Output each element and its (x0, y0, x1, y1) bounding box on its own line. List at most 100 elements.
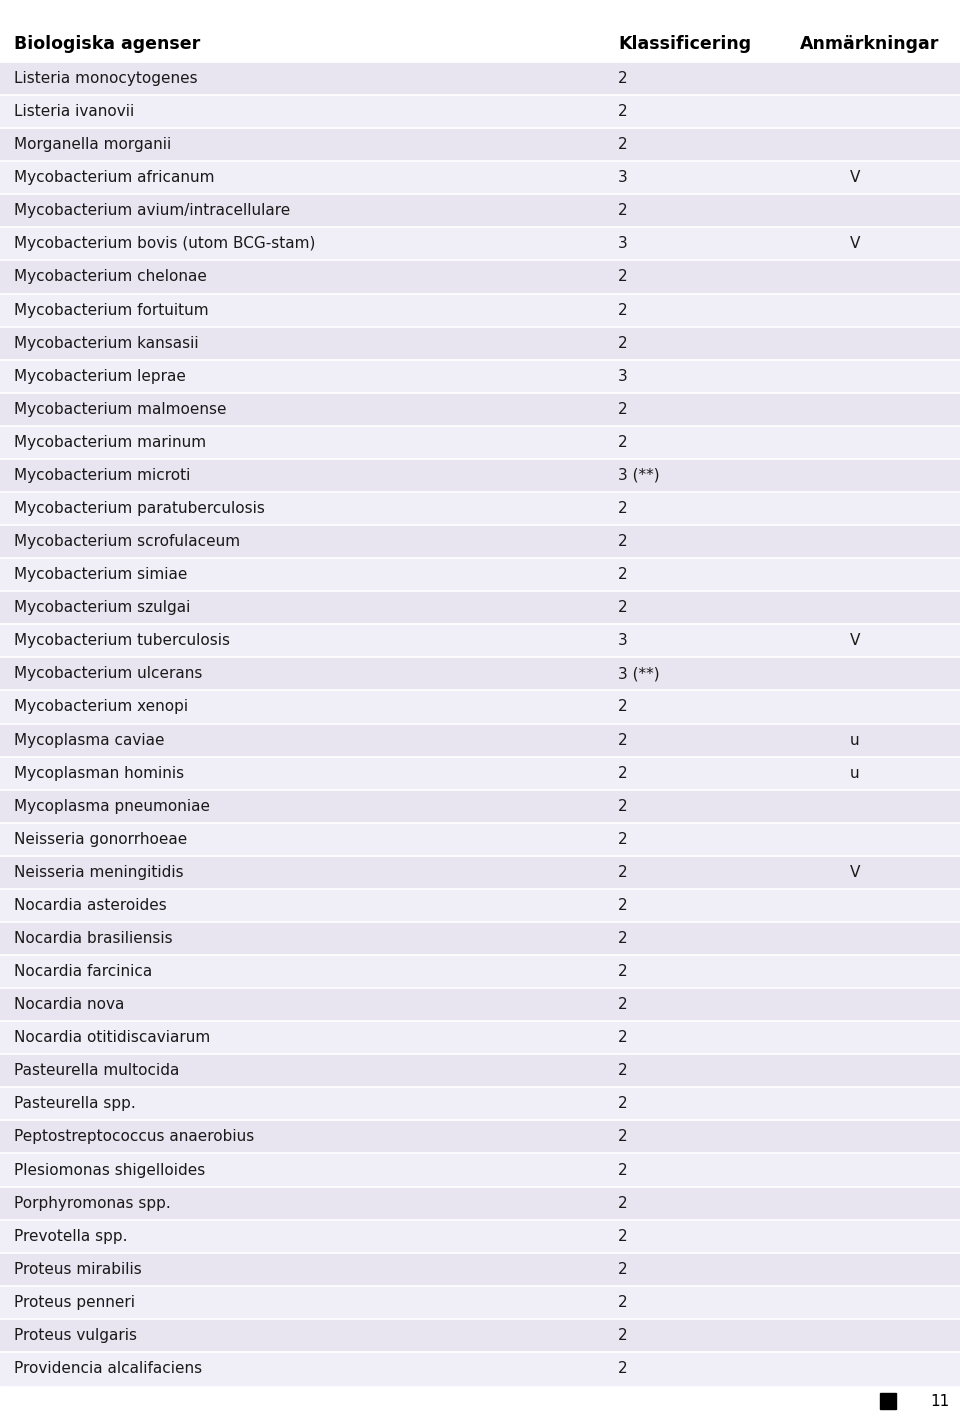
Text: 2: 2 (618, 336, 628, 351)
Text: Mycobacterium africanum: Mycobacterium africanum (14, 170, 214, 185)
Bar (0, 524, 960, 559)
Text: Proteus penneri: Proteus penneri (14, 1295, 135, 1310)
Text: 2: 2 (618, 567, 628, 583)
Text: Mycobacterium malmoense: Mycobacterium malmoense (14, 402, 227, 416)
Text: 2: 2 (618, 700, 628, 714)
Text: 2: 2 (618, 1096, 628, 1112)
Text: Anmärkningar: Anmärkningar (800, 36, 940, 53)
Text: Mycobacterium fortuitum: Mycobacterium fortuitum (14, 302, 208, 318)
Text: V: V (850, 237, 860, 251)
Bar (0, 1153, 960, 1187)
Text: Mycobacterium leprae: Mycobacterium leprae (14, 369, 186, 383)
Bar (0, 889, 960, 922)
Bar (0, 1054, 960, 1087)
Text: Mycobacterium bovis (utom BCG-stam): Mycobacterium bovis (utom BCG-stam) (14, 237, 316, 251)
Text: 3: 3 (618, 237, 628, 251)
Text: 3: 3 (618, 170, 628, 185)
Text: Mycobacterium xenopi: Mycobacterium xenopi (14, 700, 188, 714)
Bar (0, 294, 960, 326)
Text: 2: 2 (618, 765, 628, 781)
Bar (0, 393, 960, 426)
Text: Neisseria meningitidis: Neisseria meningitidis (14, 865, 183, 879)
Bar (0, 691, 960, 724)
Text: 2: 2 (618, 798, 628, 814)
Bar (0, 1220, 960, 1253)
Text: 2: 2 (618, 402, 628, 416)
Text: 2: 2 (618, 1130, 628, 1144)
Bar (0, 492, 960, 524)
Text: 2: 2 (618, 269, 628, 285)
Text: Mycobacterium ulcerans: Mycobacterium ulcerans (14, 667, 203, 681)
Bar (0, 95, 960, 128)
Text: 2: 2 (618, 997, 628, 1012)
Text: Nocardia farcinica: Nocardia farcinica (14, 965, 153, 979)
Text: Plesiomonas shigelloides: Plesiomonas shigelloides (14, 1163, 205, 1177)
Text: Mycobacterium scrofulaceum: Mycobacterium scrofulaceum (14, 534, 240, 549)
Text: 2: 2 (618, 898, 628, 913)
Text: 2: 2 (618, 104, 628, 120)
Text: 3: 3 (618, 633, 628, 648)
Text: Mycobacterium simiae: Mycobacterium simiae (14, 567, 187, 583)
Bar (880, 1394, 896, 1409)
Text: 2: 2 (618, 965, 628, 979)
Text: 2: 2 (618, 302, 628, 318)
Bar (0, 624, 960, 657)
Bar (0, 1285, 960, 1320)
Bar (0, 359, 960, 393)
Text: Peptostreptococcus anaerobius: Peptostreptococcus anaerobius (14, 1130, 254, 1144)
Bar (0, 822, 960, 856)
Bar (0, 161, 960, 194)
Text: 3: 3 (618, 369, 628, 383)
Bar (0, 1022, 960, 1054)
Text: 2: 2 (618, 1030, 628, 1045)
Bar (0, 1087, 960, 1120)
Text: Mycoplasman hominis: Mycoplasman hominis (14, 765, 184, 781)
Text: 2: 2 (618, 732, 628, 748)
Bar (0, 28, 960, 60)
Bar (0, 459, 960, 492)
Text: Biologiska agenser: Biologiska agenser (14, 36, 201, 53)
Text: 2: 2 (618, 435, 628, 450)
Text: Prevotella spp.: Prevotella spp. (14, 1228, 128, 1244)
Text: Listeria ivanovii: Listeria ivanovii (14, 104, 134, 120)
Text: Klassificering: Klassificering (618, 36, 751, 53)
Text: Porphyromonas spp.: Porphyromonas spp. (14, 1196, 171, 1211)
Text: 2: 2 (618, 1295, 628, 1310)
Text: Morganella morganii: Morganella morganii (14, 137, 171, 152)
Bar (0, 955, 960, 988)
Text: 2: 2 (618, 865, 628, 879)
Text: u: u (850, 732, 859, 748)
Bar (0, 1253, 960, 1285)
Bar (0, 789, 960, 822)
Text: 2: 2 (618, 600, 628, 616)
Text: 11: 11 (930, 1394, 949, 1408)
Text: Nocardia brasiliensis: Nocardia brasiliensis (14, 931, 173, 946)
Bar (0, 1120, 960, 1153)
Text: 2: 2 (618, 1261, 628, 1277)
Bar (0, 261, 960, 294)
Text: Mycobacterium szulgai: Mycobacterium szulgai (14, 600, 190, 616)
Text: u: u (850, 765, 859, 781)
Text: Mycobacterium marinum: Mycobacterium marinum (14, 435, 206, 450)
Bar (0, 1352, 960, 1385)
Text: 2: 2 (618, 1361, 628, 1377)
Bar (0, 657, 960, 691)
Text: 2: 2 (618, 1196, 628, 1211)
Bar (0, 591, 960, 624)
Text: Mycobacterium tuberculosis: Mycobacterium tuberculosis (14, 633, 230, 648)
Text: 2: 2 (618, 1163, 628, 1177)
Bar (0, 559, 960, 591)
Text: Proteus mirabilis: Proteus mirabilis (14, 1261, 142, 1277)
Bar (0, 228, 960, 261)
Text: Mycoplasma pneumoniae: Mycoplasma pneumoniae (14, 798, 210, 814)
Bar (0, 326, 960, 359)
Text: 2: 2 (618, 204, 628, 218)
Text: Mycobacterium kansasii: Mycobacterium kansasii (14, 336, 199, 351)
Bar (0, 988, 960, 1022)
Text: 2: 2 (618, 502, 628, 516)
Text: V: V (850, 170, 860, 185)
Bar (0, 856, 960, 889)
Bar (0, 63, 960, 95)
Text: 3 (**): 3 (**) (618, 467, 660, 483)
Text: Mycobacterium avium/intracellulare: Mycobacterium avium/intracellulare (14, 204, 290, 218)
